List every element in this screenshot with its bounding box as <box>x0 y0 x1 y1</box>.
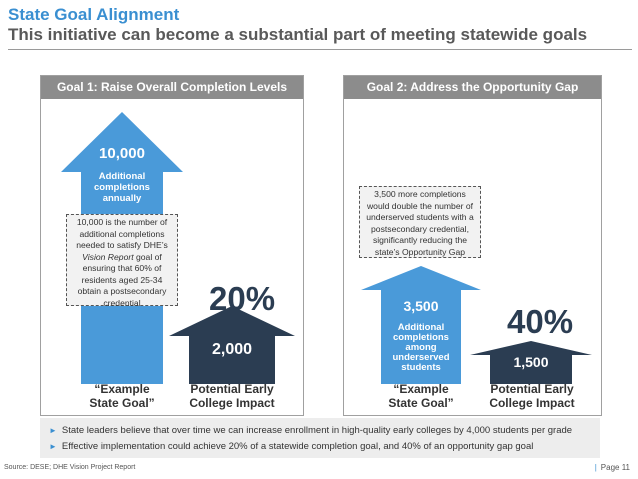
page-number: | Page 11 <box>594 463 630 472</box>
goal1-state-goal-desc-1: Additional <box>98 171 146 182</box>
goal1-state-goal-value: 10,000 <box>99 145 145 162</box>
summary-bullet-2: ► Effective implementation could achieve … <box>49 441 533 452</box>
goal2-state-goal-label-1: “Example <box>393 382 449 396</box>
goal2-impact-value: 1,500 <box>513 354 549 370</box>
goal1-impact-arrow <box>169 306 295 384</box>
goal2-impact-label-2: College Impact <box>489 396 575 410</box>
goal2-header: Goal 2: Address the Opportunity Gap <box>344 76 601 99</box>
goal1-state-goal-label-1: “Example <box>94 382 150 396</box>
goal2-panel: Goal 2: Address the Opportunity Gap 3,50… <box>343 75 602 416</box>
bullet-arrow-icon: ► <box>49 442 57 451</box>
goal2-callout: 3,500 more completions would double the … <box>359 186 481 258</box>
bullet-arrow-icon: ► <box>49 426 57 435</box>
goal1-callout: 10,000 is the number of additional compl… <box>66 214 178 308</box>
goal2-state-goal-desc-1: Additional <box>397 322 445 333</box>
goal2-percent: 40% <box>507 303 574 340</box>
goal2-state-goal-arrow <box>361 266 481 384</box>
goal1-panel: Goal 1: Raise Overall Completion Levels … <box>40 75 304 416</box>
title-divider <box>8 49 632 50</box>
goal1-state-goal-desc-3: annually <box>102 193 142 204</box>
goal1-callout-text-end: goal of ensuring that 60% of residents a… <box>77 251 167 308</box>
goal2-state-goal-desc-2: completions <box>393 332 449 343</box>
goal2-state-goal-value: 3,500 <box>403 298 439 314</box>
goal2-state-goal-label-2: State Goal” <box>388 396 454 410</box>
goal1-state-goal-desc-2: completions <box>94 182 150 193</box>
goal1-state-goal-label-2: State Goal” <box>89 396 155 410</box>
goal1-impact-value: 2,000 <box>211 341 253 358</box>
goal2-impact-arrow <box>470 341 592 384</box>
slide-subtitle: This initiative can become a substantial… <box>8 25 588 44</box>
goal2-state-goal-desc-4: underserved <box>392 352 450 363</box>
page-number-text: Page 11 <box>600 463 630 472</box>
goal1-callout-text: 10,000 is the number of additional compl… <box>76 217 168 250</box>
goal1-callout-italic: Vision Report <box>82 251 134 262</box>
slide-title: State Goal Alignment <box>8 5 180 24</box>
summary-box: ► State leaders believe that over time we… <box>40 418 600 458</box>
summary-bullet-2-text: Effective implementation could achieve 2… <box>61 441 534 452</box>
goal2-impact-label-1: Potential Early <box>490 382 574 396</box>
source-note: Source: DESE; DHE Vision Project Report <box>4 464 136 471</box>
goal1-impact-label-2: College Impact <box>189 396 275 410</box>
summary-bullet-1-text: State leaders believe that over time we … <box>61 425 573 436</box>
summary-bullet-1: ► State leaders believe that over time we… <box>49 425 572 436</box>
goal1-impact-label-1: Potential Early <box>190 382 274 396</box>
goal2-state-goal-desc-5: students <box>401 362 441 373</box>
goal1-header: Goal 1: Raise Overall Completion Levels <box>41 76 303 99</box>
goal2-state-goal-desc-3: among <box>405 342 437 353</box>
